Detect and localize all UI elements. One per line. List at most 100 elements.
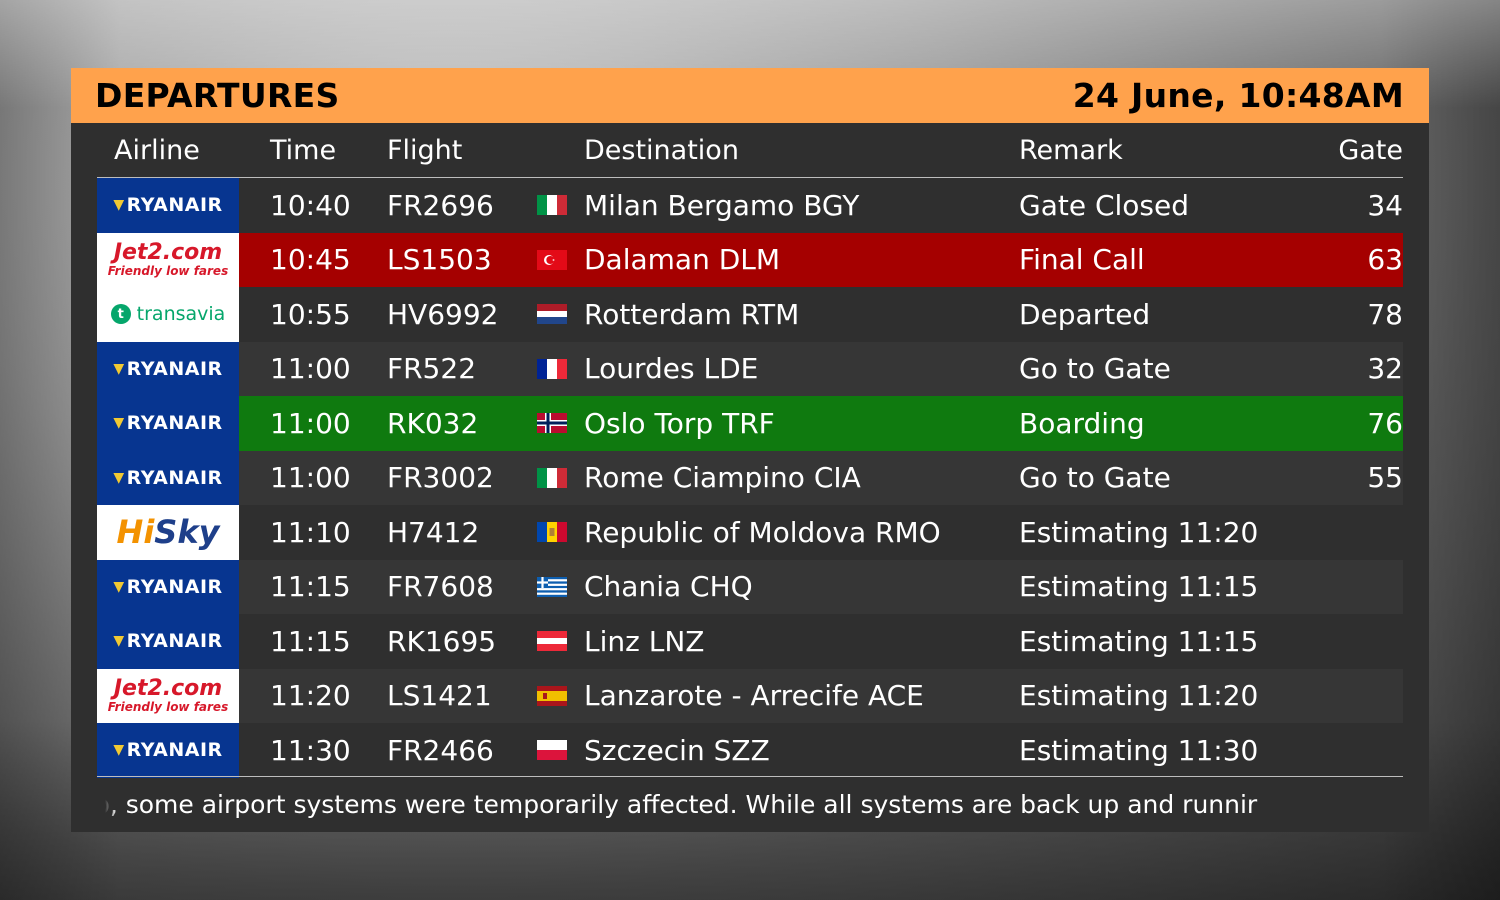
austria-flag-icon [537, 631, 567, 652]
flight-cell: H7412 [387, 515, 480, 549]
remark-cell: Estimating 11:15 [1019, 570, 1259, 604]
flag-cell [537, 467, 584, 488]
destination-cell: Dalaman DLM [584, 243, 781, 277]
moldova-flag-icon [537, 522, 567, 543]
table-row: ▼ RYANAIR 11:00 FR3002 Rome Ciampino CIA … [97, 450, 1403, 505]
destination-cell: Oslo Torp TRF [584, 406, 775, 440]
destination-cell: Szczecin SZZ [584, 733, 770, 767]
flag-cell [537, 740, 584, 761]
harp-icon: ▼ [113, 360, 125, 377]
netherlands-flag-icon [537, 304, 567, 325]
ticker-fade-right [1383, 785, 1395, 825]
flight-cell: RK032 [387, 406, 479, 440]
destination-cell: Lourdes LDE [584, 352, 759, 386]
col-time-header: Time [270, 134, 337, 166]
flight-cell: FR2466 [387, 733, 494, 767]
ryanair-logo: ▼ RYANAIR [97, 614, 239, 669]
remark-cell: Boarding [1019, 406, 1145, 440]
time-cell: 11:00 [270, 406, 351, 440]
table-row: t transavia 10:55 HV6992 Rotterdam RTM De… [97, 287, 1403, 342]
remark-cell: Go to Gate [1019, 352, 1171, 386]
ryanair-logo: ▼ RYANAIR [97, 559, 239, 614]
flight-cell: FR7608 [387, 570, 494, 604]
destination-cell: Milan Bergamo BGY [584, 188, 860, 222]
gate-cell: 34 [1367, 188, 1403, 222]
airline-cell: Hi Sky [97, 505, 239, 560]
flight-cell: FR2696 [387, 188, 494, 222]
airline-cell: Jet2.com Friendly low fares [97, 668, 239, 723]
transavia-logo: t transavia [97, 287, 239, 342]
time-cell: 10:40 [270, 188, 351, 222]
ryanair-logo: ▼ RYANAIR [97, 450, 239, 505]
flight-cell: HV6992 [387, 297, 499, 331]
flag-cell [537, 685, 584, 706]
col-flight-header: Flight [387, 134, 463, 166]
table-row: Jet2.com Friendly low fares 11:20 LS1421 … [97, 668, 1403, 723]
table-row: ▼ RYANAIR 11:00 RK032 Oslo Torp TRF Board… [97, 396, 1403, 451]
italy-flag-icon [537, 195, 567, 216]
col-remark-header: Remark [1019, 134, 1123, 166]
spain-flag-icon [537, 685, 567, 706]
table-row: Jet2.com Friendly low fares 10:45 LS1503 … [97, 232, 1403, 287]
gate-cell: 32 [1367, 352, 1403, 386]
flag-cell [537, 522, 584, 543]
flight-cell: FR522 [387, 352, 477, 386]
harp-icon: ▼ [113, 415, 125, 432]
turkey-flag-icon [537, 249, 567, 270]
airline-cell: ▼ RYANAIR [97, 178, 239, 233]
time-cell: 11:30 [270, 733, 351, 767]
ticker-text: ip, some airport systems were temporaril… [105, 790, 1258, 819]
table-row: ▼ RYANAIR 11:15 RK1695 Linz LNZ Estimatin… [97, 614, 1403, 669]
jet2-logo: Jet2.com Friendly low fares [97, 668, 239, 723]
harp-icon: ▼ [113, 469, 125, 486]
table-header: Airline Time Flight Destination Remark G… [97, 123, 1403, 178]
time-cell: 10:55 [270, 297, 351, 331]
board-title: DEPARTURES [95, 76, 340, 115]
gate-cell: 63 [1367, 243, 1403, 277]
time-cell: 11:20 [270, 679, 351, 713]
france-flag-icon [537, 358, 567, 379]
board-datetime: 24 June, 10:48AM [1072, 76, 1404, 115]
departures-board: DEPARTURES 24 June, 10:48AM Airline Time… [71, 68, 1429, 832]
ryanair-logo: ▼ RYANAIR [97, 178, 239, 233]
time-cell: 11:15 [270, 570, 351, 604]
destination-cell: Rome Ciampino CIA [584, 461, 861, 495]
flag-cell [537, 304, 584, 325]
remark-cell: Final Call [1019, 243, 1145, 277]
ryanair-logo: ▼ RYANAIR [97, 396, 239, 451]
poland-flag-icon [537, 740, 567, 761]
col-destination-header: Destination [584, 134, 739, 166]
col-gate-header: Gate [1338, 134, 1403, 166]
airline-cell: ▼ RYANAIR [97, 450, 239, 505]
flight-cell: RK1695 [387, 624, 497, 658]
gate-cell: 76 [1367, 406, 1403, 440]
hisky-logo: Hi Sky [97, 505, 239, 560]
harp-icon: ▼ [113, 197, 125, 214]
table-row: ▼ RYANAIR 11:00 FR522 Lourdes LDE Go to G… [97, 341, 1403, 396]
departures-table: Airline Time Flight Destination Remark G… [97, 123, 1403, 778]
airline-cell: ▼ RYANAIR [97, 396, 239, 451]
flag-cell [537, 631, 584, 652]
time-cell: 11:10 [270, 515, 351, 549]
ryanair-logo: ▼ RYANAIR [97, 341, 239, 396]
destination-cell: Linz LNZ [584, 624, 705, 658]
table-row: ▼ RYANAIR 10:40 FR2696 Milan Bergamo BGY … [97, 178, 1403, 233]
header-bar: DEPARTURES 24 June, 10:48AM [71, 68, 1429, 123]
remark-cell: Gate Closed [1019, 188, 1190, 222]
harp-icon: ▼ [113, 633, 125, 650]
norway-flag-icon [537, 413, 567, 434]
jet2-logo: Jet2.com Friendly low fares [97, 232, 239, 287]
flag-cell [537, 358, 584, 379]
destination-cell: Republic of Moldova RMO [584, 515, 941, 549]
remark-cell: Estimating 11:30 [1019, 733, 1259, 767]
airline-cell: ▼ RYANAIR [97, 559, 239, 614]
gate-cell: 78 [1367, 297, 1403, 331]
flight-cell: LS1421 [387, 679, 492, 713]
flag-cell [537, 249, 584, 270]
flight-cell: LS1503 [387, 243, 492, 277]
remark-cell: Departed [1019, 297, 1151, 331]
flag-cell [537, 576, 584, 597]
remark-cell: Estimating 11:15 [1019, 624, 1259, 658]
time-cell: 10:45 [270, 243, 351, 277]
table-row: ▼ RYANAIR 11:30 FR2466 Szczecin SZZ Estim… [97, 723, 1403, 778]
